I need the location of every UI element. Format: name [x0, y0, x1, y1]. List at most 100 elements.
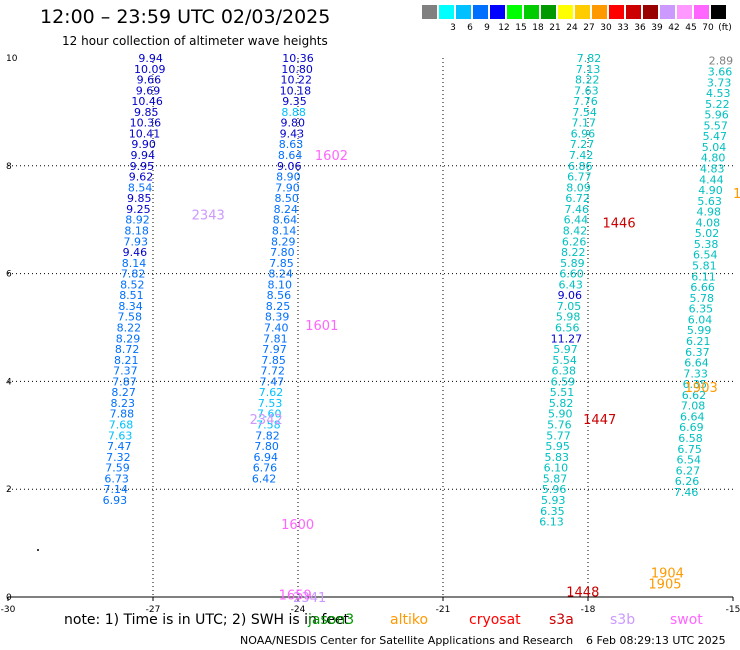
swh-value: 9.35	[282, 95, 307, 108]
swh-value: 6.94	[254, 451, 279, 464]
swh-value: 9.06	[558, 289, 583, 302]
swh-value: 9.25	[126, 203, 151, 216]
swh-value: 8.27	[111, 386, 136, 399]
legend-swatch	[660, 5, 675, 19]
swh-value: 7.58	[117, 311, 142, 324]
swh-value: 8.21	[114, 354, 139, 367]
legend-swatch	[439, 5, 454, 19]
pass-time-label: 1600	[281, 518, 314, 533]
swh-value: 7.33	[683, 367, 708, 380]
pass-time-label: 19	[733, 187, 740, 202]
swh-value: 8.09	[566, 181, 591, 194]
swh-value: 8.29	[271, 235, 296, 248]
swh-value: 9.43	[280, 127, 305, 140]
satellite-s3b: s3b	[610, 612, 636, 628]
legend-swatch	[575, 5, 590, 19]
swh-value: 7.42	[569, 149, 594, 162]
swh-value: 7.85	[261, 354, 286, 367]
swh-value: 8.51	[119, 289, 144, 302]
swh-value: 6.69	[679, 421, 704, 434]
swh-value: 7.82	[255, 429, 280, 442]
swh-value: 9.69	[136, 84, 161, 97]
swh-value: 5.83	[545, 451, 570, 464]
pass-time-label: 1903	[685, 381, 718, 396]
legend-label: 30	[600, 23, 612, 33]
swh-value: 6.76	[253, 462, 278, 475]
generation-timestamp: 6 Feb 08:29:13 UTC 2025	[586, 634, 726, 647]
swh-value: 5.77	[546, 429, 571, 442]
swh-value: 5.96	[704, 109, 729, 122]
swh-value: 7.59	[105, 462, 130, 475]
y-tick-label: 0	[6, 593, 12, 603]
legend-swatch	[456, 5, 471, 19]
legend-label: 39	[651, 23, 663, 33]
axis-tick-labels: -30 -27 -24 -21 -18 -15 0 2 4 6 8 10	[1, 54, 740, 615]
swh-value: 5.63	[697, 195, 722, 208]
swh-value: 6.37	[685, 346, 710, 359]
swh-value: 5.95	[545, 440, 570, 453]
altimeter-tracks: 9.9410.099.669.6910.469.8510.3610.419.90…	[103, 52, 734, 529]
satellite-swot: swot	[670, 612, 703, 628]
swh-value: 7.46	[565, 203, 590, 216]
swh-value: 7.32	[106, 451, 131, 464]
swh-value: 6.54	[693, 249, 718, 262]
legend-swatch	[609, 5, 624, 19]
swh-value: 6.35	[540, 505, 565, 518]
x-tick-label: -30	[1, 605, 16, 615]
swh-value: 10.36	[130, 117, 162, 130]
swh-value: 6.54	[676, 454, 701, 467]
swh-value: 10.46	[131, 95, 163, 108]
legend-label: 6	[467, 23, 473, 33]
swh-value: 7.90	[275, 181, 300, 194]
swh-value: 5.96	[542, 483, 567, 496]
swh-value: 8.23	[110, 397, 135, 410]
swh-value: 6.59	[551, 375, 576, 388]
legend-label: 15	[515, 23, 527, 33]
legend-label: 42	[668, 23, 680, 33]
legend-label: 36	[634, 23, 646, 33]
swh-value: 7.87	[112, 375, 137, 388]
swh-value: 7.53	[258, 397, 283, 410]
swh-value: 8.50	[274, 192, 299, 205]
swh-value: 7.13	[576, 63, 601, 76]
swh-value: 7.81	[263, 332, 288, 345]
swh-value: 10.36	[282, 52, 314, 65]
satellite-jason3: jason3	[308, 612, 355, 628]
legend-label: 33	[617, 23, 629, 33]
swh-value: 7.62	[259, 386, 284, 399]
swh-value: 7.40	[264, 322, 289, 335]
x-tick-label: -21	[436, 605, 451, 615]
swh-value: 8.24	[268, 268, 293, 281]
satellite-s3a: s3a	[549, 612, 574, 628]
swh-value: 7.72	[261, 365, 286, 378]
swh-value: 5.90	[548, 408, 573, 421]
legend-swatch	[677, 5, 692, 19]
swh-value: 7.97	[262, 343, 287, 356]
legend-swatch	[541, 5, 556, 19]
swh-value: 9.06	[277, 160, 302, 173]
swh-value: 6.13	[539, 516, 564, 529]
swh-value: 6.72	[565, 192, 590, 205]
swh-value: 8.34	[118, 300, 143, 313]
swh-value: 2.89	[709, 55, 734, 68]
y-tick-label: 10	[6, 54, 18, 64]
map-title: 12:00 – 23:59 UTC 02/03/2025	[40, 6, 331, 28]
swh-value: 4.44	[699, 173, 724, 186]
y-tick-label: 6	[6, 270, 12, 280]
pass-time-label: 1447	[583, 413, 616, 428]
x-tick-label: -18	[581, 605, 596, 615]
pass-time-label: 1601	[305, 319, 338, 334]
swh-value: 6.38	[551, 365, 576, 378]
legend-swatch	[422, 5, 437, 19]
legend-label: 12	[498, 23, 510, 33]
y-tick-label: 4	[6, 377, 12, 387]
swh-value: 9.66	[137, 74, 162, 87]
swh-value: 4.90	[698, 184, 723, 197]
swh-value: 6.75	[677, 443, 702, 456]
legend-label: 24	[566, 23, 578, 33]
swh-value: 9.90	[131, 138, 156, 151]
satellite-altiko: altiko	[390, 612, 429, 628]
swh-value: 6.77	[567, 171, 592, 184]
swh-value: 10.18	[280, 84, 312, 97]
